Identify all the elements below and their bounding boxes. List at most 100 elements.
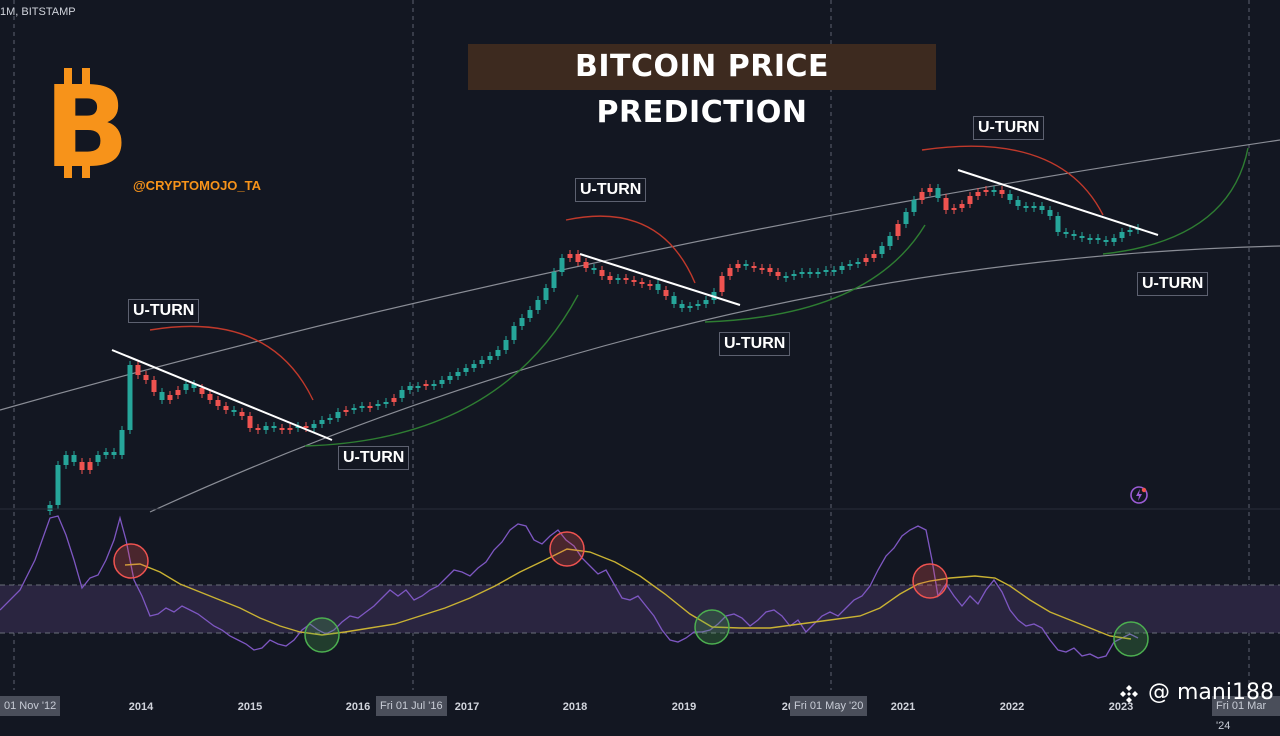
candle-body (103, 452, 109, 455)
red-arc-2 (565, 215, 696, 284)
x-tick-label: 2015 (238, 701, 262, 713)
candle-body (311, 424, 317, 428)
bitcoin-logo-icon: B (44, 63, 130, 193)
candle-body (431, 384, 437, 386)
candle-body (519, 318, 525, 326)
candle-body (263, 426, 269, 430)
candle-body (1007, 194, 1013, 200)
candle-body (687, 306, 693, 308)
red-arc-3 (921, 145, 1104, 216)
symbol-label: 1M, BITSTAMP (0, 6, 76, 18)
candle-body (463, 368, 469, 372)
candle-body (575, 254, 581, 262)
watermark-text: @ mani188 (1148, 680, 1274, 705)
candle-body (415, 386, 421, 388)
rsi-ma-line (124, 548, 1132, 640)
candle-body (927, 188, 933, 192)
candle-body (799, 272, 805, 274)
candle-body (95, 455, 101, 462)
candle-body (727, 268, 733, 276)
candle-body (1087, 238, 1093, 240)
candle-body (1039, 206, 1045, 210)
candle-body (623, 278, 629, 280)
candle-body (423, 384, 429, 386)
candle-body (439, 380, 445, 384)
candle-body (823, 270, 829, 272)
candle-body (351, 408, 357, 410)
candle-body (783, 276, 789, 278)
candle-body (863, 258, 869, 262)
candle-body (399, 390, 405, 398)
bitcoin-logo-bar-top-left (64, 68, 72, 90)
candle-body (303, 426, 309, 428)
x-tick-label: 2014 (129, 701, 154, 713)
candle-body (511, 326, 517, 340)
candlestick-series (47, 184, 1141, 515)
candle-body (855, 262, 861, 264)
uturn-label-1: U-TURN (128, 299, 200, 323)
candle-body (239, 412, 245, 416)
channel-upper-line (0, 139, 1280, 411)
green-arc-1 (304, 294, 579, 447)
x-tick-label: 2016 (346, 701, 370, 713)
candle-body (1119, 232, 1125, 238)
price-chart[interactable]: 2014201520162017201820192020202120222023 (0, 0, 1280, 720)
candle-body (159, 392, 165, 400)
candle-body (1111, 238, 1117, 242)
candle-body (903, 212, 909, 224)
x-tick-label: 2022 (1000, 701, 1024, 713)
candle-body (495, 350, 501, 356)
rsi-bottom-circle-2 (694, 609, 730, 645)
candle-body (815, 272, 821, 274)
green-arc-2 (704, 224, 926, 323)
candle-body (79, 462, 85, 470)
candle-body (743, 264, 749, 266)
candle-body (319, 420, 325, 424)
chart-title: BITCOIN PRICE PREDICTION (575, 49, 829, 130)
candle-body (167, 395, 173, 400)
lightning-icon[interactable] (1130, 486, 1148, 504)
time-pill-2: Fri 01 Jul '16 (376, 696, 447, 716)
green-arc-3 (1102, 147, 1249, 255)
candle-body (111, 452, 117, 455)
candle-body (175, 390, 181, 395)
candle-body (551, 272, 557, 288)
candle-body (55, 465, 61, 505)
candle-body (343, 410, 349, 412)
candle-body (695, 304, 701, 306)
candle-body (735, 264, 741, 268)
candle-body (447, 376, 453, 380)
candle-body (359, 406, 365, 408)
candle-body (367, 406, 373, 408)
candle-body (271, 426, 277, 428)
candle-body (911, 200, 917, 212)
candle-body (199, 388, 205, 394)
candle-body (183, 384, 189, 390)
candle-body (1127, 230, 1133, 232)
x-axis-ticks: 2014201520162017201820192020202120222023 (129, 701, 1133, 713)
candle-body (535, 300, 541, 310)
candle-body (831, 270, 837, 272)
candle-body (407, 386, 413, 390)
bitcoin-logo-bar-top-right (82, 68, 90, 90)
candle-body (151, 380, 157, 392)
candle-body (327, 418, 333, 420)
candle-body (1071, 234, 1077, 236)
uturn-label-4: U-TURN (719, 332, 791, 356)
candle-body (383, 402, 389, 404)
candle-body (887, 236, 893, 246)
candle-body (487, 356, 493, 360)
x-tick-label: 2021 (891, 701, 915, 713)
candle-body (967, 196, 973, 204)
candle-body (471, 364, 477, 368)
candle-body (1079, 236, 1085, 238)
candle-body (999, 190, 1005, 194)
candle-body (391, 398, 397, 402)
watermark: @ mani188 (1118, 680, 1274, 705)
downtrend-line-3 (957, 169, 1159, 236)
candle-body (231, 410, 237, 412)
candle-body (951, 208, 957, 210)
candle-body (287, 428, 293, 430)
candle-body (839, 266, 845, 270)
candle-body (479, 360, 485, 364)
